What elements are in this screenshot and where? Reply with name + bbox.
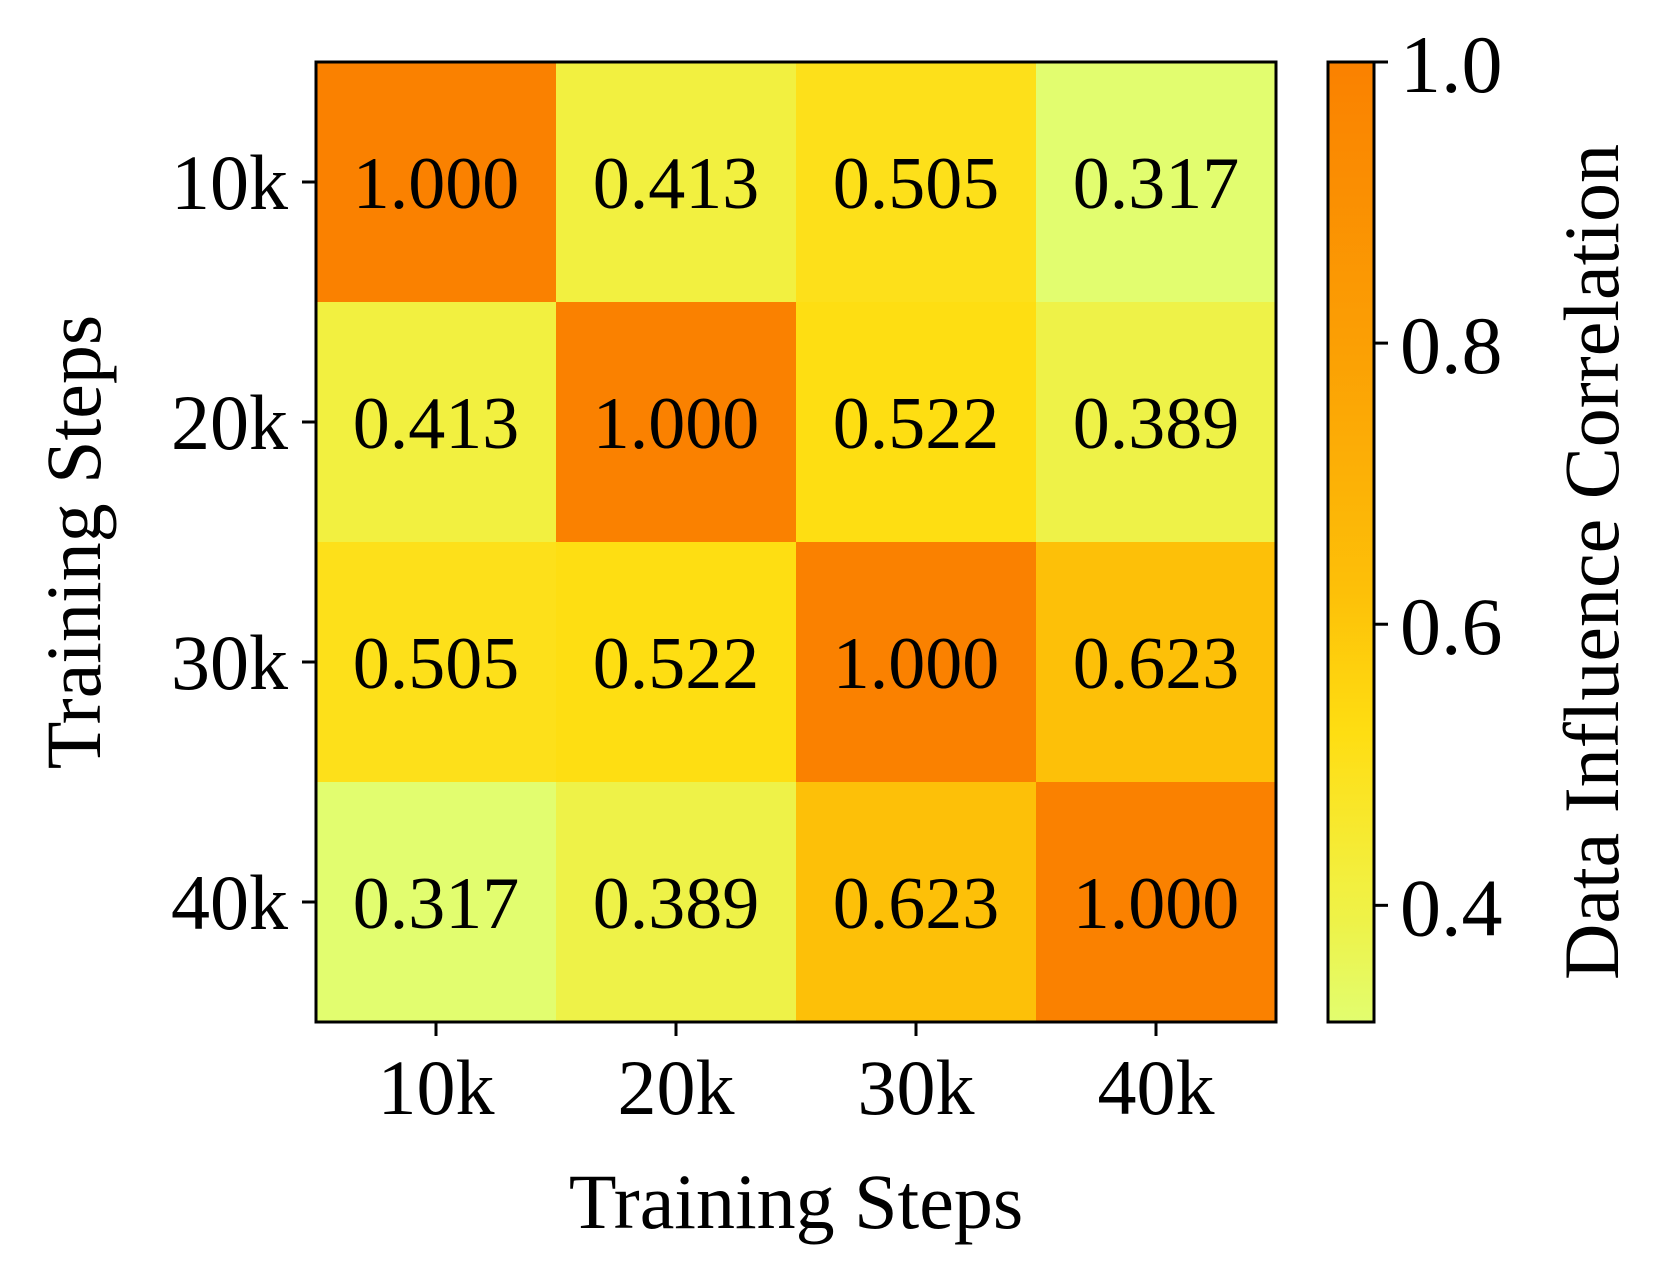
- x-axis-label: Training Steps: [569, 1158, 1023, 1245]
- colorbar-tick-label: 0.4: [1400, 862, 1503, 953]
- x-tick-label: 40k: [1098, 1044, 1215, 1131]
- cell-value-label: 0.413: [353, 383, 520, 465]
- cell-value-label: 1.000: [1073, 863, 1240, 945]
- y-tick-label: 20k: [171, 379, 288, 466]
- heatmap-cell: [556, 782, 797, 1023]
- heatmap-cell: [796, 62, 1037, 303]
- cell-value-label: 0.623: [833, 863, 1000, 945]
- heatmap-cell: [1036, 542, 1277, 783]
- heatmap-cell: [316, 542, 557, 783]
- cell-value-label: 0.389: [593, 863, 760, 945]
- heatmap-cell: [556, 542, 797, 783]
- heatmap-cell: [316, 782, 557, 1023]
- heatmap-cell: [796, 302, 1037, 543]
- cell-value-label: 0.317: [1073, 143, 1240, 225]
- heatmap-cell: [796, 782, 1037, 1023]
- cell-value-label: 0.317: [353, 863, 520, 945]
- heatmap-cell: [1036, 62, 1277, 303]
- colorbar-label: Data Influence Correlation: [1548, 144, 1635, 980]
- cell-value-label: 0.389: [1073, 383, 1240, 465]
- cell-value-label: 0.413: [593, 143, 760, 225]
- cell-value-label: 0.505: [833, 143, 1000, 225]
- heatmap-cell: [796, 542, 1037, 783]
- cell-value-label: 0.505: [353, 623, 520, 705]
- colorbar-tick-label: 1.0: [1400, 19, 1503, 110]
- y-tick-label: 30k: [171, 619, 288, 706]
- y-tick-label: 10k: [171, 139, 288, 226]
- y-axis-label: Training Steps: [30, 315, 117, 769]
- cell-value-label: 1.000: [353, 143, 520, 225]
- cell-value-label: 1.000: [593, 383, 760, 465]
- y-axis-ticks: 10k 20k 30k 40k: [171, 139, 316, 946]
- cell-value-label: 0.623: [1073, 623, 1240, 705]
- x-tick-label: 10k: [378, 1044, 495, 1131]
- heatmap-cells: [316, 62, 1277, 1023]
- colorbar-tick-label: 0.8: [1400, 300, 1503, 391]
- heatmap-cell: [1036, 302, 1277, 543]
- y-tick-label: 40k: [171, 859, 288, 946]
- heatmap-cell: [556, 302, 797, 543]
- heatmap-cell-labels: 1.000 0.413 0.505 0.317 0.413 1.000 0.522 0.389…: [353, 143, 1240, 945]
- colorbar-tick-label: 0.6: [1400, 581, 1503, 672]
- x-tick-label: 30k: [858, 1044, 975, 1131]
- x-tick-label: 20k: [618, 1044, 735, 1131]
- colorbar-ticks: 0.4 0.6 0.8 1.0: [1374, 19, 1503, 953]
- heatmap-cell: [1036, 782, 1277, 1023]
- x-axis-ticks: 10k 20k 30k 40k: [378, 1022, 1215, 1131]
- plot-frame: [314, 60, 1278, 1024]
- heatmap-cell: [556, 62, 797, 303]
- heatmap-cell: [316, 62, 557, 303]
- cell-value-label: 0.522: [833, 383, 1000, 465]
- heatmap-cell: [316, 302, 557, 543]
- cell-value-label: 1.000: [833, 623, 1000, 705]
- colorbar: [1326, 60, 1376, 1024]
- cell-value-label: 0.522: [593, 623, 760, 705]
